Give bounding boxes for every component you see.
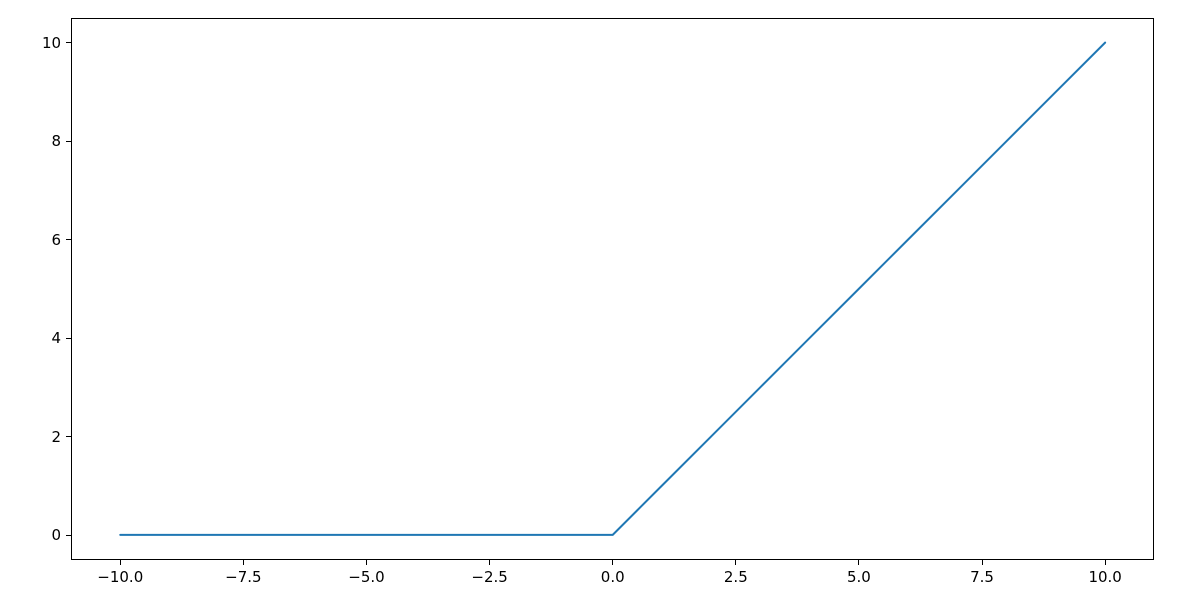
x-tick — [735, 560, 736, 565]
x-tick-label: 10.0 — [1088, 568, 1121, 586]
x-tick-label: 5.0 — [847, 568, 871, 586]
x-tick — [120, 560, 121, 565]
line-chart — [71, 18, 1154, 559]
y-tick-label: 0 — [51, 526, 61, 544]
x-tick — [858, 560, 859, 565]
y-tick — [66, 338, 71, 339]
x-tick-label: −2.5 — [471, 568, 507, 586]
y-tick-label: 10 — [42, 34, 61, 52]
figure: −10.0 −7.5 −5.0 −2.5 0.0 2.5 5.0 7.5 10.0 0 2 4 6 8 1… — [0, 0, 1184, 605]
y-tick — [66, 436, 71, 437]
y-tick-label: 8 — [51, 132, 61, 150]
x-tick — [366, 560, 367, 565]
y-tick — [66, 141, 71, 142]
x-tick — [982, 560, 983, 565]
axes: −10.0−7.5−5.0−2.50.02.55.07.510.0 024681… — [71, 18, 1154, 559]
y-tick — [66, 535, 71, 536]
y-tick — [66, 239, 71, 240]
x-tick-label: 7.5 — [970, 568, 994, 586]
y-tick — [66, 42, 71, 43]
x-tick-label: 2.5 — [724, 568, 748, 586]
y-tick-label: 4 — [51, 329, 61, 347]
x-tick-label: −5.0 — [348, 568, 384, 586]
series-line — [120, 43, 1105, 535]
x-tick-label: −7.5 — [225, 568, 261, 586]
x-tick-label: −10.0 — [97, 568, 143, 586]
x-tick — [489, 560, 490, 565]
x-tick — [243, 560, 244, 565]
x-tick-label: 0.0 — [601, 568, 625, 586]
x-tick — [1105, 560, 1106, 565]
y-tick-label: 2 — [51, 428, 61, 446]
y-tick-label: 6 — [51, 231, 61, 249]
x-tick — [612, 560, 613, 565]
